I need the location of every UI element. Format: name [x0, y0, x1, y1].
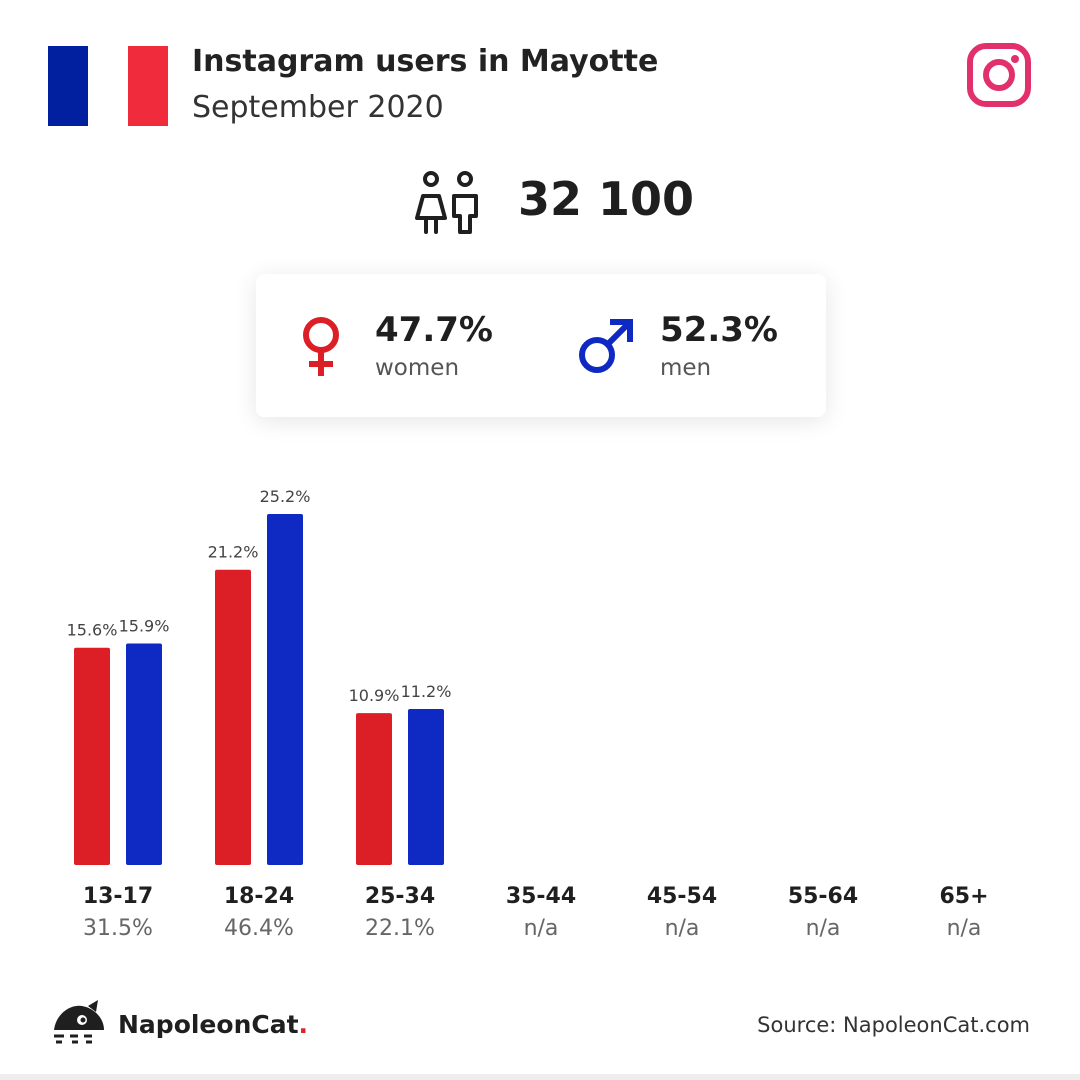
- age-group-label: 45-54: [646, 884, 718, 909]
- age-group-label: 25-34: [364, 884, 436, 909]
- bar-women-18-24: [215, 569, 251, 865]
- flag-red-stripe: [128, 46, 168, 126]
- bar-men-25-34: [408, 709, 444, 865]
- instagram-icon: [967, 43, 1031, 107]
- bar-label-women-13-17: 15.6%: [67, 621, 118, 640]
- age-group-label: 35-44: [505, 884, 577, 909]
- napoleoncat-wordmark: NapoleonCat.: [118, 1010, 308, 1039]
- bottom-strip: [0, 1074, 1080, 1080]
- bar-men-18-24: [267, 514, 303, 865]
- page-title: Instagram users in Mayotte: [192, 44, 659, 79]
- age-group-share: n/a: [805, 916, 841, 941]
- age-group-share: 22.1%: [365, 916, 435, 941]
- brand-name: NapoleonCat: [118, 1010, 299, 1039]
- bar-label-men-13-17: 15.9%: [119, 617, 170, 636]
- france-flag: [48, 46, 168, 126]
- female-symbol-icon: [303, 317, 339, 376]
- age-group-share: n/a: [946, 916, 982, 941]
- age-group-share: n/a: [523, 916, 559, 941]
- source-credit: Source: NapoleonCat.com: [757, 1013, 1030, 1037]
- women-label: women: [375, 355, 460, 381]
- age-gender-bar-chart: 15.6% 15.9% 21.2% 25.2% 10.9% 11.2%: [67, 487, 452, 865]
- male-symbol-icon: [579, 319, 633, 373]
- bar-women-25-34: [356, 713, 392, 865]
- age-group-share: n/a: [664, 916, 700, 941]
- page-subtitle: September 2020: [192, 90, 444, 125]
- bar-women-13-17: [74, 647, 110, 865]
- flag-white-stripe: [88, 46, 128, 126]
- age-group-share: 31.5%: [83, 916, 153, 941]
- bar-label-men-25-34: 11.2%: [401, 682, 452, 701]
- gender-split-card: [256, 274, 826, 417]
- men-percent: 52.3%: [660, 310, 778, 350]
- age-group-label: 65+: [939, 884, 989, 909]
- women-percent: 47.7%: [375, 310, 493, 350]
- napoleoncat-logo-icon: [54, 1000, 104, 1044]
- bar-label-women-18-24: 21.2%: [208, 543, 259, 562]
- age-group-label: 13-17: [82, 884, 154, 909]
- bar-men-13-17: [126, 643, 162, 865]
- brand-dot: .: [298, 1010, 309, 1039]
- total-users-value: 32 100: [518, 172, 695, 226]
- flag-blue-stripe: [48, 46, 88, 126]
- bar-label-men-18-24: 25.2%: [260, 487, 311, 506]
- men-label: men: [660, 355, 712, 381]
- age-group-share: 46.4%: [224, 916, 294, 941]
- age-group-label: 18-24: [223, 884, 295, 909]
- age-group-label: 55-64: [787, 884, 859, 909]
- bar-label-women-25-34: 10.9%: [349, 686, 400, 705]
- people-icon: [415, 171, 478, 234]
